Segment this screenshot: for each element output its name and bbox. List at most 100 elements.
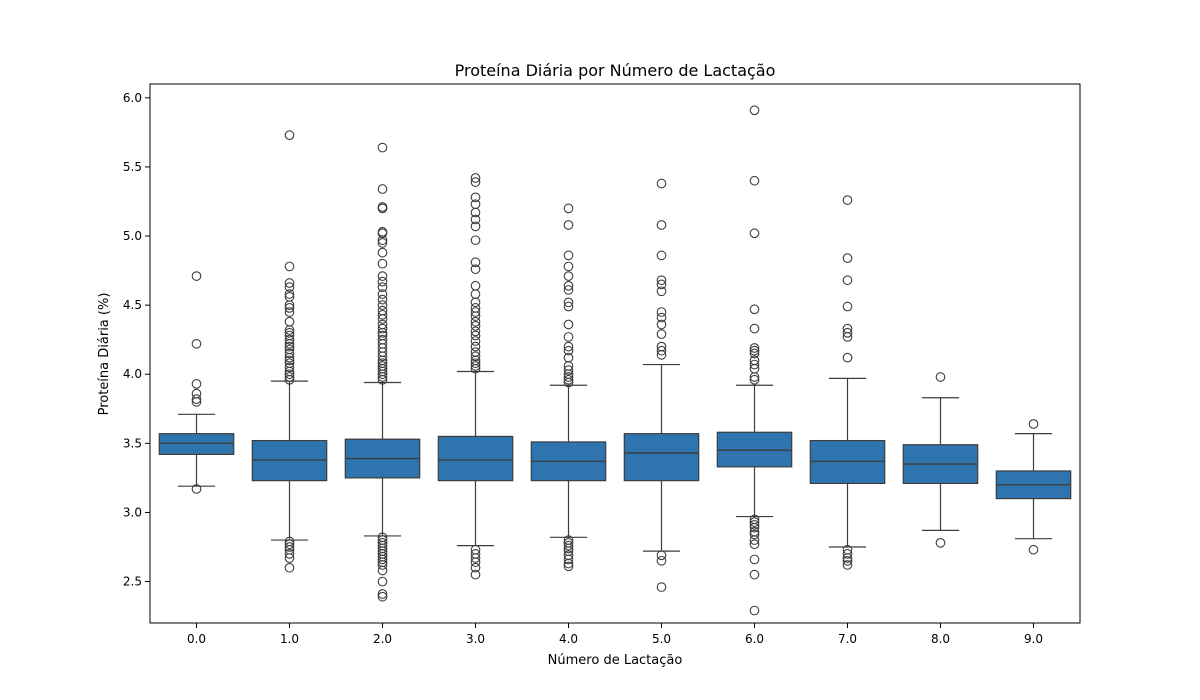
outlier-point xyxy=(563,220,574,230)
outlier-point xyxy=(470,199,481,210)
x-axis-label: Número de Lactação xyxy=(548,653,683,668)
outlier-point xyxy=(749,175,760,186)
outlier-point xyxy=(656,550,667,561)
outlier-point xyxy=(377,576,388,587)
outlier-point xyxy=(284,330,295,341)
y-tick-label: 5.0 xyxy=(123,229,142,243)
outlier-point xyxy=(377,532,388,543)
outlier-point xyxy=(284,536,295,547)
outlier-point xyxy=(656,279,667,290)
outlier-point xyxy=(749,526,760,537)
outlier-point xyxy=(284,291,295,302)
outlier-point xyxy=(377,309,388,320)
box xyxy=(623,433,700,482)
outlier-point xyxy=(191,388,202,399)
outlier-point xyxy=(842,549,853,559)
outlier-point xyxy=(377,238,388,248)
outlier-point xyxy=(377,358,388,369)
outlier-point xyxy=(377,334,388,345)
outlier-point xyxy=(749,517,760,527)
outlier-point xyxy=(191,484,202,494)
x-tick-label: 7.0 xyxy=(838,632,857,646)
outlier-point xyxy=(470,351,481,362)
outlier-point xyxy=(191,271,202,281)
outlier-point xyxy=(377,282,388,293)
outlier-point xyxy=(842,544,853,555)
outlier-point xyxy=(563,319,574,330)
outlier-point xyxy=(470,341,481,352)
chart-title: Proteína Diária por Número de Lactação xyxy=(455,61,776,80)
outlier-point xyxy=(284,348,295,359)
outlier-point xyxy=(470,544,481,555)
outlier-point xyxy=(656,312,667,323)
outlier-point xyxy=(749,374,760,385)
outlier-point xyxy=(284,542,295,552)
outlier-point xyxy=(377,361,388,371)
outlier-point xyxy=(470,303,481,313)
outlier-point xyxy=(1028,419,1039,429)
outlier-point xyxy=(470,289,481,299)
outlier-point xyxy=(842,327,853,338)
outlier-point xyxy=(842,253,853,263)
outlier-point xyxy=(563,372,574,382)
outlier-point xyxy=(656,319,667,330)
outlier-point xyxy=(935,537,946,548)
outlier-point xyxy=(284,327,295,338)
box xyxy=(437,435,514,482)
outlier-point xyxy=(656,220,667,230)
outlier-point xyxy=(842,352,853,363)
outlier-point xyxy=(563,332,574,342)
outlier-point xyxy=(470,330,481,341)
outlier-point xyxy=(749,105,760,116)
outlier-point xyxy=(656,250,667,261)
outlier-point xyxy=(749,323,760,334)
x-tick-label: 9.0 xyxy=(1024,632,1043,646)
y-tick-label: 2.5 xyxy=(123,575,142,589)
outlier-point xyxy=(284,372,295,382)
outlier-point xyxy=(470,562,481,573)
outlier-point xyxy=(656,307,667,317)
outlier-point xyxy=(563,374,574,385)
outlier-point xyxy=(377,142,388,153)
outlier-point xyxy=(284,130,295,140)
outlier-point xyxy=(377,589,388,599)
outlier-point xyxy=(470,214,481,225)
outlier-point xyxy=(842,301,853,312)
outlier-point xyxy=(935,372,946,382)
outlier-point xyxy=(377,276,388,287)
outlier-point xyxy=(470,569,481,580)
outlier-point xyxy=(191,379,202,389)
outlier-point xyxy=(470,221,481,232)
outlier-point xyxy=(284,344,295,355)
outlier-point xyxy=(749,304,760,315)
outlier-point xyxy=(470,264,481,275)
outlier-point xyxy=(470,235,481,246)
outlier-point xyxy=(377,289,388,299)
outlier-point xyxy=(563,352,574,363)
outlier-point xyxy=(749,605,760,616)
outlier-point xyxy=(284,289,295,299)
outlier-point xyxy=(749,554,760,565)
outlier-point xyxy=(377,271,388,281)
outlier-point xyxy=(563,535,574,545)
outlier-point xyxy=(377,202,388,212)
outlier-point xyxy=(377,247,388,258)
outlier-point xyxy=(563,261,574,272)
outlier-point xyxy=(377,227,388,237)
outlier-point xyxy=(563,301,574,312)
outlier-point xyxy=(470,326,481,337)
outlier-point xyxy=(377,591,388,602)
outlier-point xyxy=(842,560,853,570)
outlier-point xyxy=(842,323,853,334)
outlier-point xyxy=(284,539,295,550)
outlier-point xyxy=(749,520,760,530)
outlier-point xyxy=(749,343,760,353)
x-tick-label: 4.0 xyxy=(559,632,578,646)
outlier-point xyxy=(284,303,295,313)
outlier-point xyxy=(284,358,295,369)
outlier-point xyxy=(377,184,388,194)
outlier-point xyxy=(377,305,388,316)
outlier-point xyxy=(284,282,295,293)
outlier-point xyxy=(377,537,388,548)
